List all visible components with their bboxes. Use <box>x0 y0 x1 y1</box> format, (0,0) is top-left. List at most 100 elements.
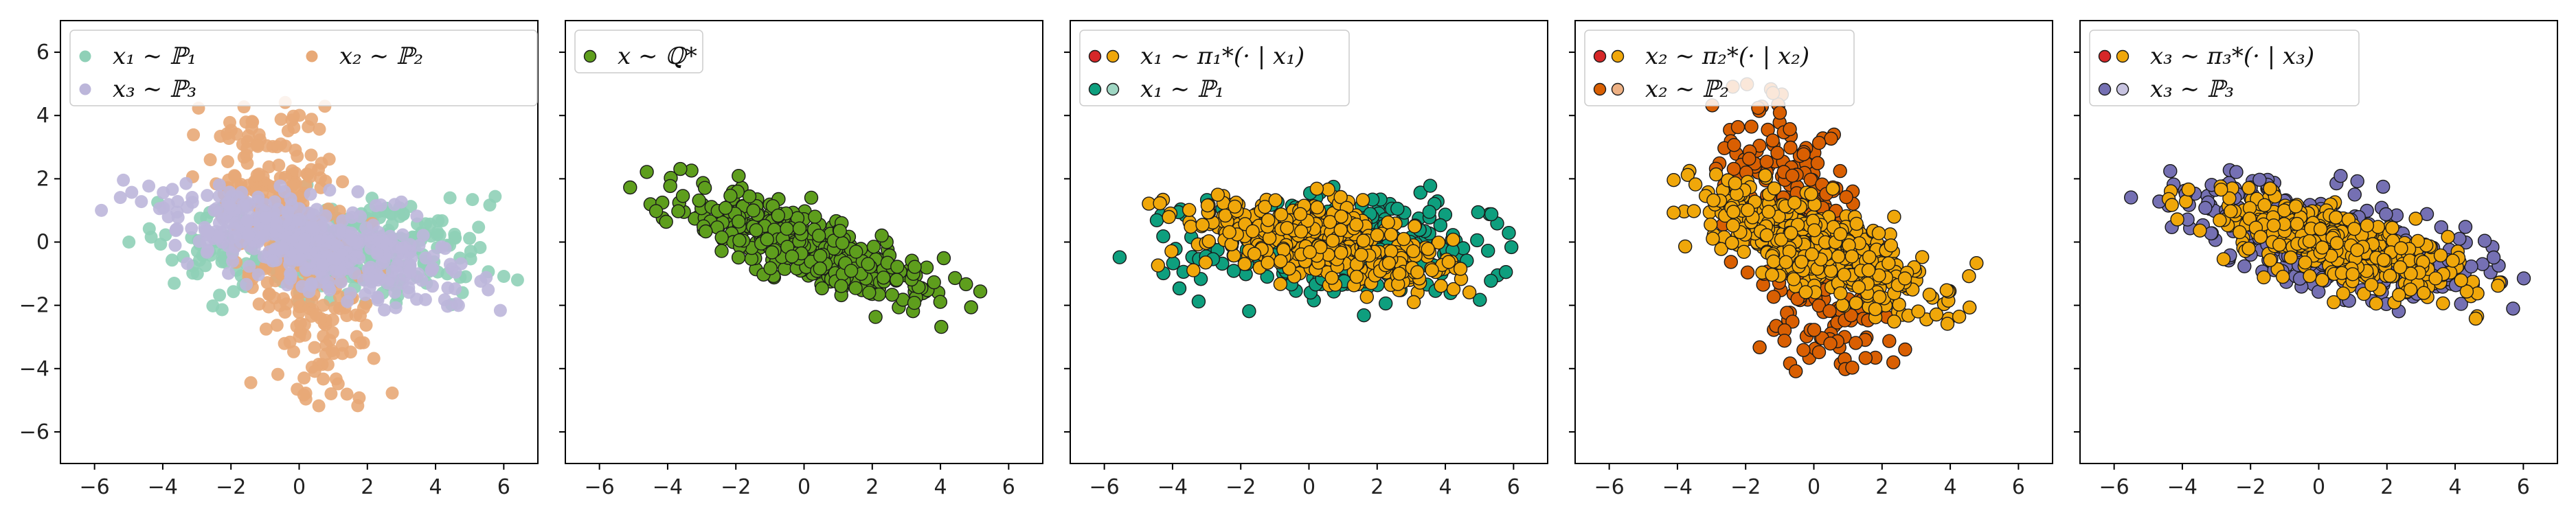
panel-2: −6 −4 −2 0 2 4 6 x ∼ ℚ* <box>559 20 1043 499</box>
data-point <box>1258 200 1272 214</box>
data-point <box>1390 201 1405 216</box>
data-point <box>749 223 764 238</box>
legend-marker <box>2098 49 2112 63</box>
legend-marker <box>1106 82 1120 96</box>
data-point <box>385 386 399 400</box>
data-point <box>213 288 227 302</box>
data-point <box>201 225 215 238</box>
data-point <box>2452 231 2467 246</box>
data-point <box>2516 271 2531 286</box>
data-point <box>378 303 391 317</box>
data-point <box>1260 269 1274 284</box>
data-point <box>240 157 254 170</box>
data-point <box>1441 255 1456 269</box>
data-point <box>340 309 354 323</box>
data-point <box>482 283 495 297</box>
data-point <box>359 288 372 301</box>
data-point <box>441 299 454 313</box>
x-tick-label: 2 <box>361 475 374 499</box>
x-tick-label: −4 <box>653 475 683 499</box>
data-point <box>2198 201 2213 215</box>
data-point <box>1810 156 1825 170</box>
data-point <box>242 260 256 273</box>
data-point <box>336 214 350 227</box>
data-point <box>1421 242 1435 256</box>
data-point <box>1688 177 1703 192</box>
data-point <box>201 243 215 257</box>
data-point <box>322 152 336 166</box>
data-point <box>1334 245 1348 260</box>
data-point <box>464 244 477 258</box>
data-point <box>242 229 256 242</box>
data-point <box>1273 277 1288 291</box>
data-point <box>280 278 294 292</box>
data-point <box>731 214 746 229</box>
data-point <box>388 286 402 299</box>
data-point <box>1783 140 1798 155</box>
data-point <box>359 319 373 332</box>
data-point <box>1406 244 1421 258</box>
data-point <box>228 230 242 244</box>
data-point <box>714 244 729 258</box>
data-point <box>2329 210 2343 225</box>
x-tick-label: 0 <box>1807 475 1820 499</box>
x-tick-label: −2 <box>721 475 751 499</box>
y-tick-label: 0 <box>36 231 49 255</box>
data-point <box>1261 255 1275 270</box>
data-point <box>1849 336 1863 350</box>
panel-4: −6 −4 −2 0 2 4 6 x₂ ∼ π₂*(· | x₂) x₂ ∼ ℙ₂ <box>1569 20 2053 499</box>
data-point <box>438 242 452 255</box>
data-point <box>239 115 253 129</box>
data-point <box>227 285 240 299</box>
data-point <box>1765 268 1779 282</box>
data-point <box>1897 271 1912 286</box>
data-point <box>866 240 881 254</box>
data-point <box>317 372 330 386</box>
data-point <box>1804 187 1818 201</box>
data-point <box>168 238 182 252</box>
data-point <box>1796 343 1811 357</box>
data-point <box>385 218 399 231</box>
legend-marker <box>1088 82 1102 96</box>
data-point <box>1383 244 1399 259</box>
data-point <box>443 258 457 271</box>
data-point <box>885 288 899 302</box>
data-point <box>1770 146 1785 160</box>
data-point <box>1740 265 1755 279</box>
data-point <box>804 190 819 205</box>
data-point <box>1186 263 1201 277</box>
data-point <box>1381 255 1397 271</box>
x-tick-label: −6 <box>585 475 615 499</box>
data-point <box>402 281 416 295</box>
data-point <box>2376 253 2391 267</box>
data-point <box>1761 205 1776 219</box>
data-point <box>1706 193 1721 207</box>
x-tick-label: −6 <box>1089 475 1120 499</box>
data-point <box>274 113 288 126</box>
data-point <box>697 181 712 195</box>
data-point <box>426 279 439 293</box>
data-point <box>933 295 948 309</box>
data-point <box>2464 259 2478 274</box>
legend-box <box>574 30 703 73</box>
data-point <box>381 276 394 290</box>
x-tick-label: 4 <box>2449 475 2462 499</box>
data-point <box>1759 228 1774 242</box>
data-point <box>142 222 156 236</box>
data-point <box>742 189 757 204</box>
x-tick-label: −4 <box>1157 475 1188 499</box>
series-3 <box>95 173 507 317</box>
legend-marker <box>1611 49 1625 63</box>
data-point <box>760 232 774 247</box>
data-point <box>1824 264 1838 278</box>
legend-marker <box>1593 82 1607 96</box>
x-tick-label: −6 <box>1594 475 1625 499</box>
data-point <box>309 308 323 321</box>
data-point <box>1322 215 1337 229</box>
data-point <box>345 233 359 247</box>
data-point <box>815 281 829 296</box>
data-point <box>510 273 524 287</box>
data-point <box>2454 273 2468 288</box>
data-point <box>336 175 350 189</box>
data-point <box>1868 302 1883 317</box>
